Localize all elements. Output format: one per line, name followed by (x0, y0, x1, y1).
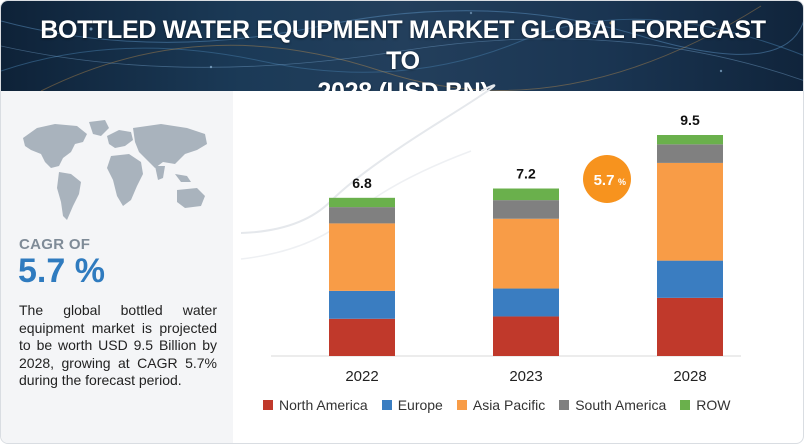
bar-segment-row-2028 (657, 135, 723, 145)
legend-label-asia-pacific: Asia Pacific (472, 397, 546, 413)
legend-swatch-asia-pacific (456, 400, 467, 410)
summary-text: The global bottled water equipment marke… (19, 302, 217, 389)
x-tick-2028: 2028 (673, 368, 706, 385)
bar-segment-asia-pacific-2022 (329, 223, 395, 291)
legend-item-row: ROW (680, 397, 731, 413)
bar-segment-europe-2022 (329, 290, 395, 319)
legend-swatch-south-america (559, 400, 570, 410)
page-title: BOTTLED WATER EQUIPMENT MARKET GLOBAL FO… (21, 15, 785, 91)
legend-swatch-row (680, 400, 691, 410)
total-label-2022: 6.8 (352, 175, 372, 191)
bar-segment-europe-2023 (493, 288, 559, 317)
title-line-1: BOTTLED WATER EQUIPMENT MARKET GLOBAL FO… (40, 16, 766, 75)
total-label-2023: 7.2 (516, 166, 536, 182)
legend-swatch-europe (381, 400, 392, 410)
left-info-panel: CAGR OF 5.7 % The global bottled water e… (1, 91, 233, 443)
legend-item-asia-pacific: Asia Pacific (456, 397, 546, 413)
legend-item-europe: Europe (381, 397, 443, 413)
legend-label-row: ROW (696, 397, 731, 413)
bar-segment-asia-pacific-2028 (657, 162, 723, 261)
x-tick-labels: 2022 2023 2028 (345, 368, 706, 385)
x-tick-2022: 2022 (345, 368, 378, 385)
total-label-2028: 9.5 (680, 112, 700, 128)
legend-label-europe: Europe (397, 397, 443, 413)
legend-item-south-america: South America (559, 397, 666, 413)
legend-item-north-america: North America (263, 397, 368, 413)
bar-segment-north-america-2028 (657, 297, 723, 356)
cagr-label: CAGR OF (19, 236, 91, 253)
bar-segment-south-america-2022 (329, 207, 395, 224)
legend-swatch-north-america (263, 400, 273, 410)
growth-badge-value: 5.7 (594, 172, 615, 189)
world-map-icon (23, 120, 207, 220)
header-decoration (1, 5, 803, 91)
bar-segment-south-america-2023 (493, 200, 559, 219)
legend-label-south-america: South America (575, 397, 667, 413)
chart-legend: North America Europe Asia Pacific South … (263, 395, 745, 415)
growth-badge: 5.7 % (583, 155, 631, 203)
x-tick-2023: 2023 (509, 368, 542, 385)
bar-segment-north-america-2023 (493, 316, 559, 356)
bar-segment-south-america-2028 (657, 144, 723, 163)
cagr-value: 5.7 % (18, 252, 105, 290)
title-line-2: 2028 (USD BN) (21, 77, 785, 91)
bar-segment-europe-2028 (657, 260, 723, 298)
growth-badge-unit: % (618, 177, 626, 187)
growth-badge-circle (583, 155, 631, 203)
bar-group (329, 135, 723, 356)
legend-label-north-america: North America (279, 397, 368, 413)
bar-segment-row-2022 (329, 197, 395, 208)
bar-segment-north-america-2022 (329, 318, 395, 356)
bar-segment-row-2023 (493, 188, 559, 201)
bar-segment-asia-pacific-2023 (493, 218, 559, 289)
total-labels: 6.8 7.2 9.5 (352, 112, 700, 191)
header-banner: BOTTLED WATER EQUIPMENT MARKET GLOBAL FO… (1, 1, 803, 91)
